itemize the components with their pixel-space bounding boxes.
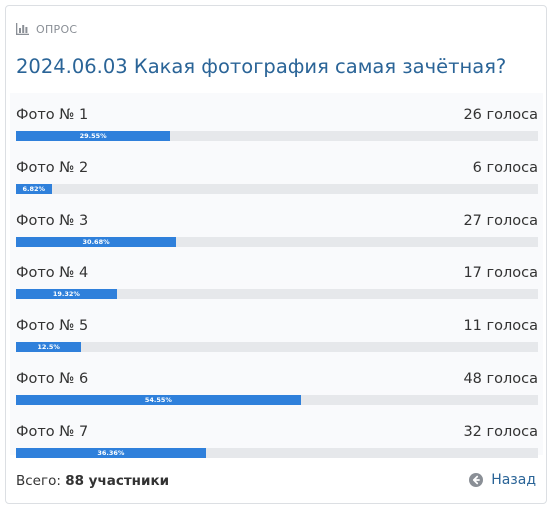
progress-track: 54.55% (16, 395, 538, 405)
poll-header: ОПРОС (16, 21, 77, 37)
option-label: Фото № 1 (16, 107, 89, 123)
progress-track: 6.82% (16, 183, 538, 194)
progress-track: 19.32% (16, 289, 538, 300)
progress-track: 12.5% (16, 342, 538, 353)
option-vote-count: 17 голоса (463, 265, 538, 282)
option-label: Фото № 5 (16, 318, 89, 335)
option-vote-count: 32 голоса (463, 423, 538, 440)
poll-option-row: Фото № 4 17 голоса 19.32% (16, 258, 538, 302)
progress-percent-label: 12.5% (37, 343, 60, 352)
progress-percent-label: 19.32% (52, 290, 80, 299)
option-vote-count: 26 голоса (463, 107, 538, 123)
option-vote-count: 27 голоса (463, 212, 538, 229)
poll-results: Фото № 1 26 голоса 29.55% Фото № 2 6 голоса 6… (10, 93, 543, 458)
back-link[interactable]: Назад (469, 472, 536, 488)
progress-fill: 12.5% (16, 342, 82, 353)
bar-chart-icon (16, 23, 29, 35)
total-participants: Всего: 88 участники (16, 473, 169, 489)
total-prefix: Всего: (16, 473, 61, 489)
poll-option-row: Фото № 7 32 голоса 36.36% (16, 417, 538, 461)
progress-percent-label: 6.82% (22, 184, 46, 193)
poll-option-row: Фото № 3 27 голоса 30.68% (16, 206, 538, 250)
progress-percent-label: 29.55% (79, 132, 107, 140)
option-vote-count: 11 голоса (463, 318, 538, 335)
progress-percent-label: 54.55% (144, 396, 172, 404)
progress-track: 30.68% (16, 236, 538, 247)
progress-fill: 19.32% (16, 289, 117, 300)
back-label: Назад (491, 472, 536, 488)
progress-fill: 29.55% (16, 131, 171, 141)
poll-title: 2024.06.03 Какая фотография самая зачётн… (16, 55, 507, 78)
option-label: Фото № 4 (16, 265, 89, 282)
poll-header-label: ОПРОС (36, 22, 78, 36)
option-label: Фото № 3 (16, 212, 89, 229)
total-value: 88 участники (65, 473, 170, 489)
poll-option-row: Фото № 6 48 голоса 54.55% (16, 364, 538, 408)
option-vote-count: 6 голоса (472, 159, 538, 176)
progress-track: 36.36% (16, 447, 538, 458)
poll-option-row: Фото № 1 26 голоса 29.55% (16, 100, 538, 144)
progress-fill: 36.36% (16, 447, 206, 458)
arrow-left-circle-icon (469, 473, 484, 487)
progress-fill: 6.82% (16, 183, 52, 194)
option-label: Фото № 6 (16, 371, 89, 387)
progress-fill: 54.55% (16, 395, 301, 405)
option-label: Фото № 2 (16, 159, 89, 176)
option-vote-count: 48 голоса (463, 371, 538, 387)
poll-option-row: Фото № 5 11 голоса 12.5% (16, 311, 538, 355)
poll-panel: ОПРОС 2024.06.03 Какая фотография самая … (5, 5, 547, 504)
progress-percent-label: 30.68% (82, 237, 110, 246)
poll-option-row: Фото № 2 6 голоса 6.82% (16, 153, 538, 197)
option-label: Фото № 7 (16, 423, 89, 440)
progress-percent-label: 36.36% (97, 448, 125, 457)
progress-fill: 30.68% (16, 236, 177, 247)
progress-track: 29.55% (16, 131, 538, 141)
